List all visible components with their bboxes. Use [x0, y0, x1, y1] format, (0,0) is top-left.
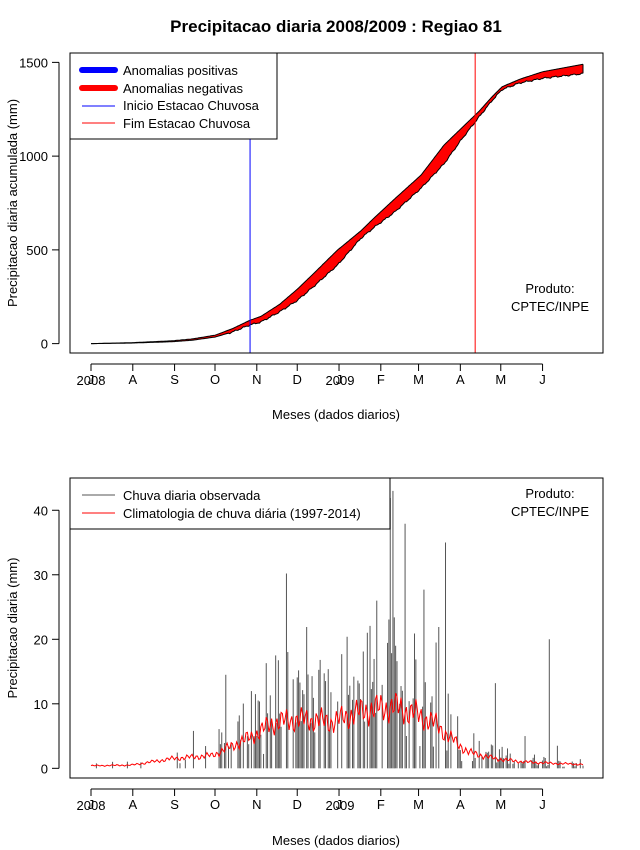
- legend-box: [69, 477, 391, 530]
- legend-label-positive: Anomalias positivas: [123, 63, 238, 78]
- y-tick-label: 10: [34, 697, 48, 712]
- negative-anomaly-area: [91, 64, 583, 344]
- x-tick-label: O: [210, 797, 220, 812]
- x-tick-label: A: [128, 372, 137, 387]
- plot-frame: [69, 52, 604, 354]
- x-tick-label: J: [88, 372, 95, 387]
- y-tick-label: 30: [34, 568, 48, 583]
- x-tick-label: A: [456, 797, 465, 812]
- x-axis-label: Meses (dados diarios): [272, 407, 400, 422]
- x-tick-label: J: [539, 797, 546, 812]
- x-tick-label: A: [456, 372, 465, 387]
- legend-label-negative: Anomalias negativas: [123, 81, 243, 96]
- watermark-line1: Produto:: [525, 281, 574, 296]
- y-tick-label: 1500: [19, 55, 48, 70]
- watermark-line1: Produto:: [525, 486, 574, 501]
- x-tick-label: J: [88, 797, 95, 812]
- climatology-cumulative-line: [91, 63, 584, 345]
- y-tick-label: 1000: [19, 149, 48, 164]
- y-tick-label: 0: [41, 761, 48, 776]
- x-tick-label: J: [336, 797, 343, 812]
- x-tick-label: N: [252, 797, 261, 812]
- legend-label-climatology: Climatologia de chuva diária (1997-2014): [123, 506, 361, 521]
- daily-chart: J A S O N D J F M A M J 0 10 20 30 40 Meses (dados diar…: [5, 477, 604, 848]
- daily-bars: [95, 490, 584, 769]
- watermark-line2: CPTEC/INPE: [511, 299, 589, 314]
- year-label-mid: 2009: [326, 798, 355, 813]
- x-tick-label: D: [293, 372, 302, 387]
- watermark-line2: CPTEC/INPE: [511, 504, 589, 519]
- legend-label-start: Inicio Estacao Chuvosa: [123, 98, 260, 113]
- y-axis-label: Precipitacao diaria (mm): [5, 558, 20, 699]
- x-tick-label: F: [377, 797, 385, 812]
- legend: Anomalias positivas Anomalias negativas …: [69, 52, 278, 140]
- x-tick-label: O: [210, 372, 220, 387]
- x-tick-label: D: [293, 797, 302, 812]
- x-tick-label: N: [252, 372, 261, 387]
- x-tick-label: S: [170, 372, 179, 387]
- anomaly-area-group: [91, 63, 584, 345]
- legend-label-end: Fim Estacao Chuvosa: [123, 116, 251, 131]
- year-label-start: 2008: [77, 373, 106, 388]
- year-label-mid: 2009: [326, 373, 355, 388]
- x-axis-label: Meses (dados diarios): [272, 833, 400, 848]
- x-tick-label: M: [495, 797, 506, 812]
- observed-cumulative-line: [91, 72, 584, 345]
- y-tick-label: 500: [26, 243, 48, 258]
- climatology-series: [90, 692, 584, 767]
- x-tick-label: M: [413, 797, 424, 812]
- year-label-start: 2008: [77, 798, 106, 813]
- y-axis: 0 10 20 30 40: [34, 503, 60, 776]
- figure-title: Precipitacao diaria 2008/2009 : Regiao 8…: [170, 17, 502, 36]
- x-tick-label: F: [377, 372, 385, 387]
- x-tick-label: M: [413, 372, 424, 387]
- x-tick-label: A: [128, 797, 137, 812]
- x-tick-label: J: [336, 372, 343, 387]
- legend-label-observed: Chuva diaria observada: [123, 488, 261, 503]
- climatology-line: [90, 692, 584, 767]
- y-tick-label: 0: [41, 337, 48, 352]
- x-tick-label: J: [539, 372, 546, 387]
- y-tick-label: 20: [34, 632, 48, 647]
- x-tick-label: S: [170, 797, 179, 812]
- cumulative-chart: J A S O N D J F M A M J 0 500 1000 1500 Meses (dados d…: [5, 52, 604, 422]
- y-tick-label: 40: [34, 503, 48, 518]
- legend: Chuva diaria observada Climatologia de c…: [69, 477, 391, 530]
- y-axis: 0 500 1000 1500: [19, 55, 60, 352]
- x-tick-label: M: [495, 372, 506, 387]
- y-axis-label: Precipitacao diaria acumulada (mm): [5, 99, 20, 307]
